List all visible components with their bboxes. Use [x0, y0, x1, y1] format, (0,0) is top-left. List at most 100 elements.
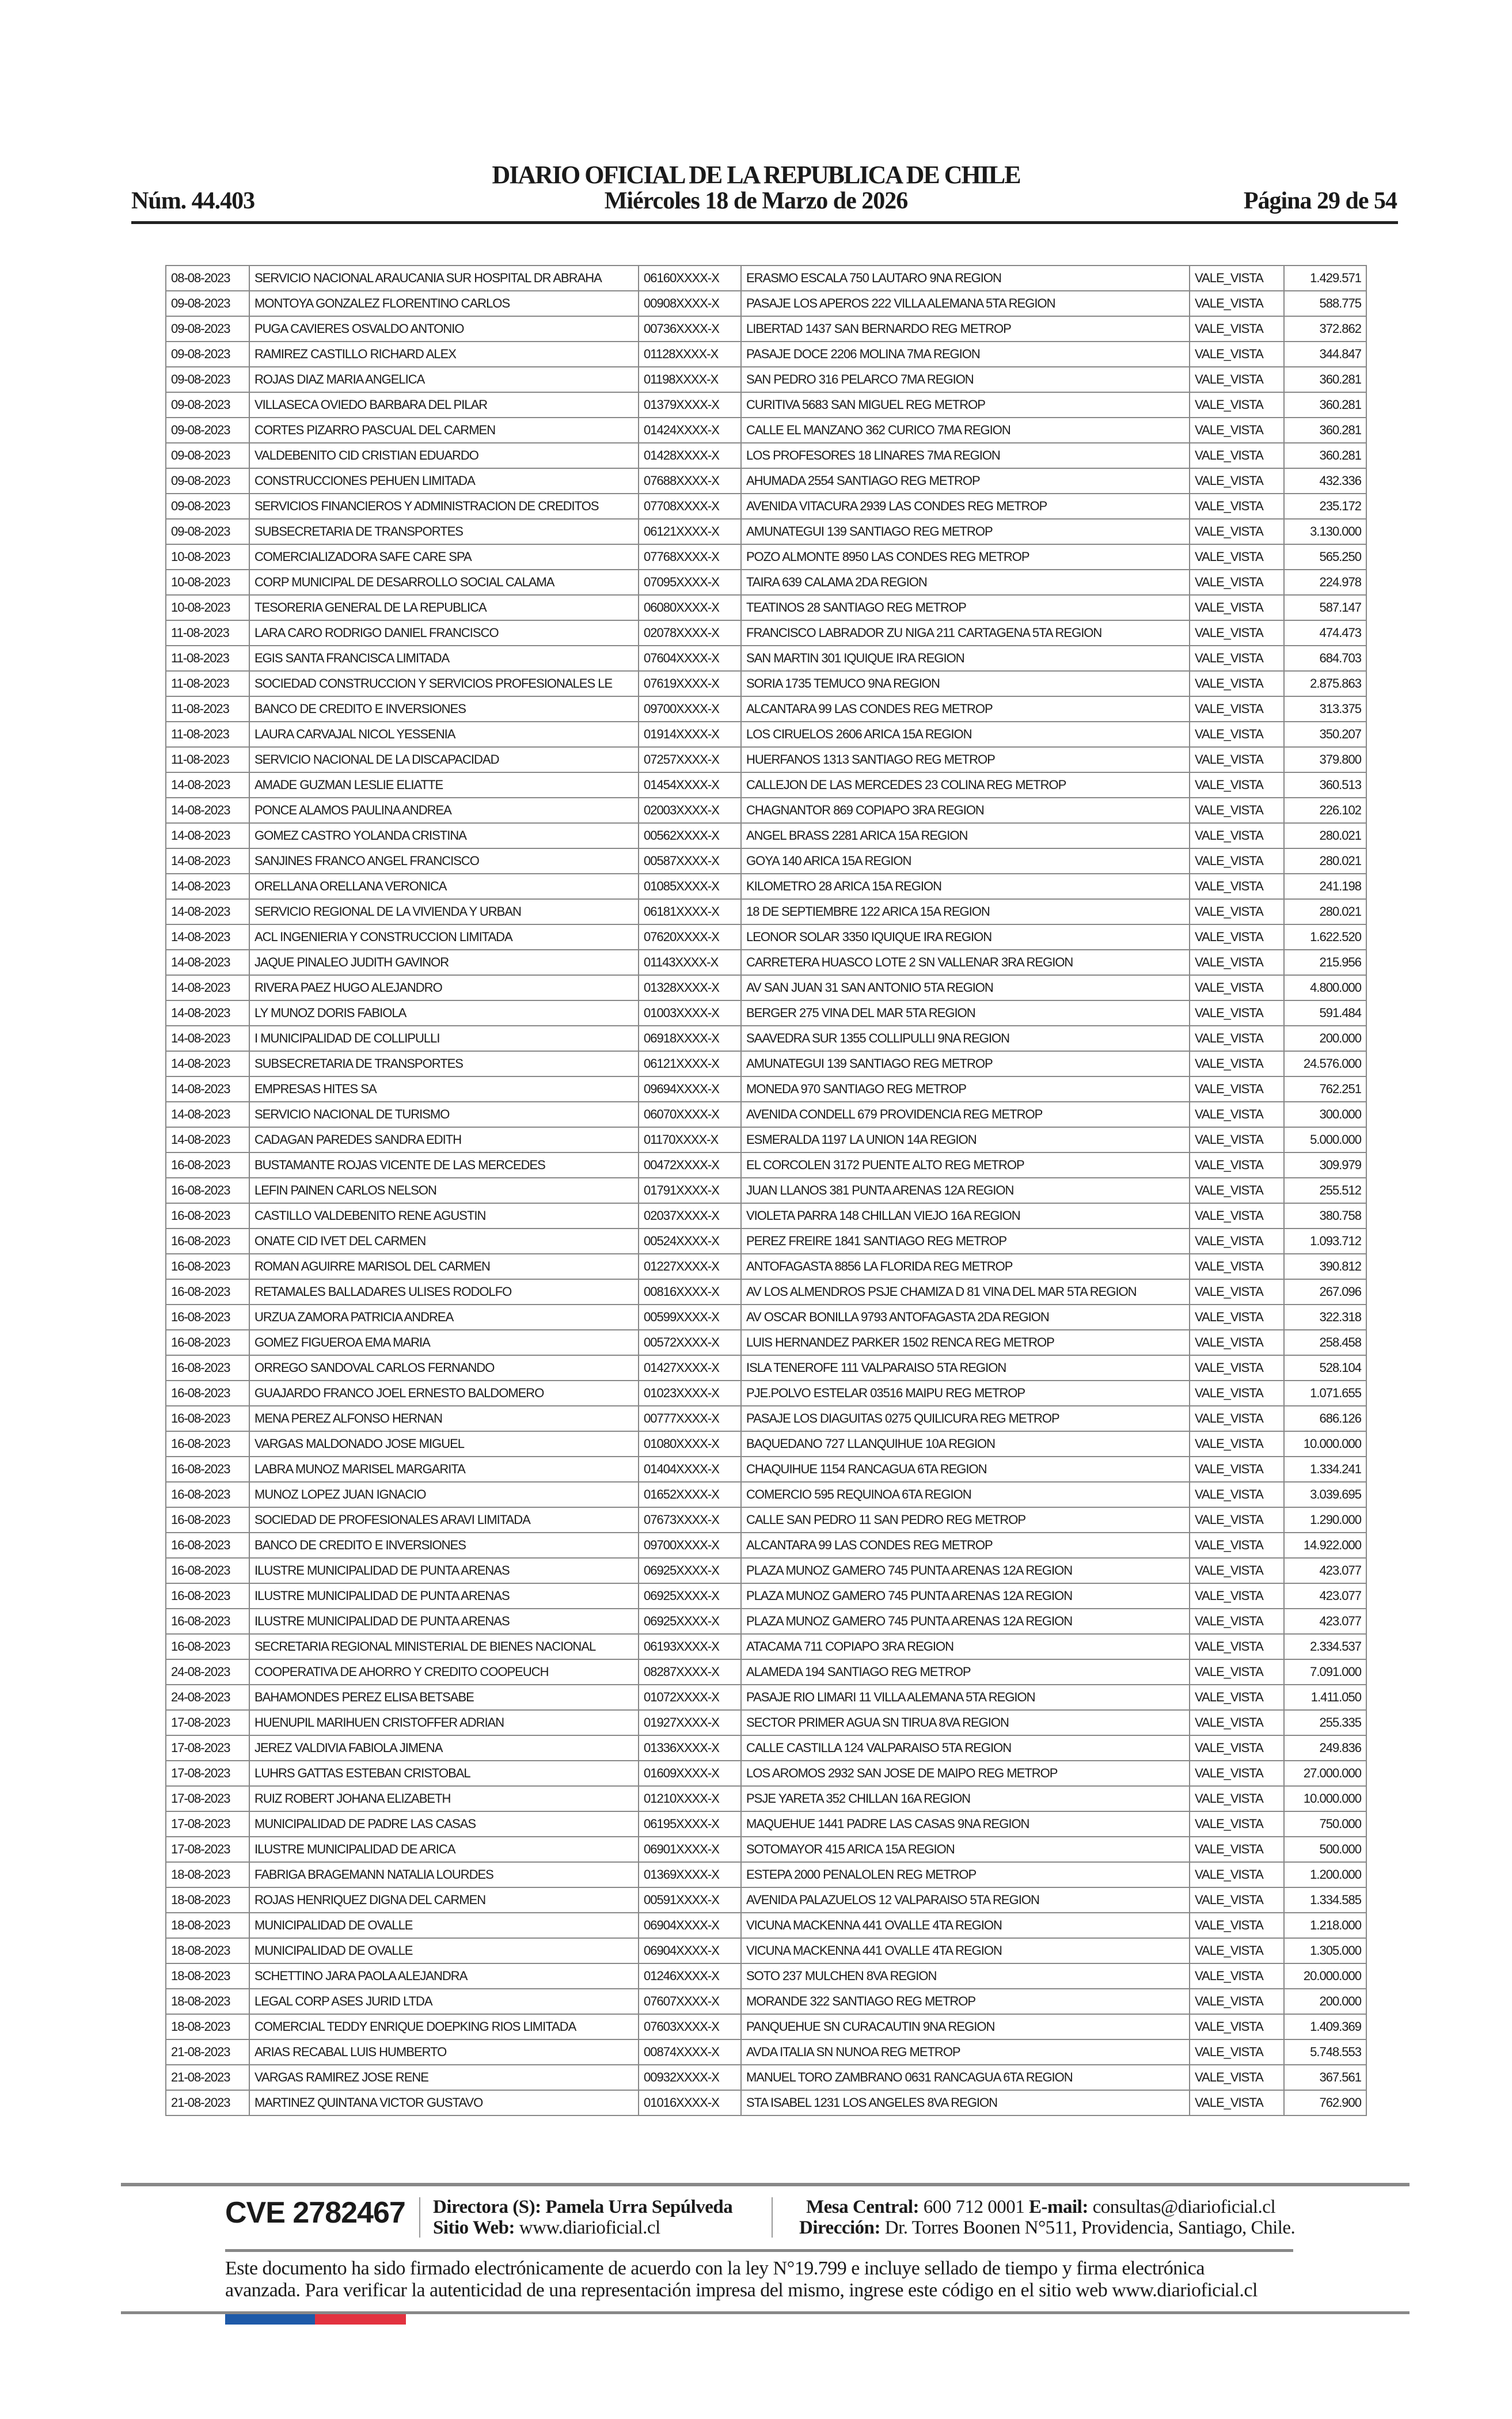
- name-cell: ILUSTRE MUNICIPALIDAD DE PUNTA ARENAS: [249, 1583, 639, 1609]
- amount-cell: 344.847: [1283, 341, 1367, 367]
- amount-cell: 313.375: [1283, 696, 1367, 722]
- rut-cell: 00587XXXX-X: [638, 848, 742, 874]
- table-row: 14-08-2023 ACL INGENIERIA Y CONSTRUCCION …: [165, 924, 1367, 950]
- table-row: 14-08-2023 SERVICIO REGIONAL DE LA VIVIEN…: [165, 898, 1367, 925]
- payment-type-cell: VALE_VISTA: [1189, 1355, 1285, 1381]
- date-cell: 14-08-2023: [165, 797, 250, 824]
- table-row: 17-08-2023 RUIZ ROBERT JOHANA ELIZABETH 01…: [165, 1785, 1367, 1812]
- name-cell: LEFIN PAINEN CARLOS NELSON: [249, 1177, 639, 1204]
- page-number: Página 29 de 54: [1243, 188, 1397, 214]
- payment-type-cell: VALE_VISTA: [1189, 341, 1285, 367]
- name-cell: I MUNICIPALIDAD DE COLLIPULLI: [249, 1025, 639, 1052]
- payment-type-cell: VALE_VISTA: [1189, 924, 1285, 950]
- address-cell: ANTOFAGASTA 8856 LA FLORIDA REG METROP: [740, 1253, 1190, 1280]
- date-cell: 16-08-2023: [165, 1228, 250, 1254]
- payment-type-cell: VALE_VISTA: [1189, 1532, 1285, 1559]
- amount-cell: 350.207: [1283, 721, 1367, 748]
- rut-cell: 01085XXXX-X: [638, 873, 742, 900]
- date-cell: 16-08-2023: [165, 1304, 250, 1330]
- rut-cell: 01328XXXX-X: [638, 975, 742, 1001]
- amount-cell: 500.000: [1283, 1836, 1367, 1863]
- payment-type-cell: VALE_VISTA: [1189, 620, 1285, 646]
- amount-cell: 215.956: [1283, 949, 1367, 976]
- amount-cell: 1.411.050: [1283, 1684, 1367, 1711]
- table-row: 16-08-2023 GOMEZ FIGUEROA EMA MARIA 00572X…: [165, 1329, 1367, 1356]
- date-cell: 09-08-2023: [165, 493, 250, 520]
- address-cell: PLAZA MUNOZ GAMERO 745 PUNTA ARENAS 12A …: [740, 1608, 1190, 1635]
- payment-type-cell: VALE_VISTA: [1189, 1329, 1285, 1356]
- rut-cell: 01791XXXX-X: [638, 1177, 742, 1204]
- address-cell: AV OSCAR BONILLA 9793 ANTOFAGASTA 2DA RE…: [740, 1304, 1190, 1330]
- payment-type-cell: VALE_VISTA: [1189, 1811, 1285, 1837]
- name-cell: ILUSTRE MUNICIPALIDAD DE PUNTA ARENAS: [249, 1557, 639, 1584]
- name-cell: SERVICIO NACIONAL DE LA DISCAPACIDAD: [249, 746, 639, 773]
- name-cell: ROJAS DIAZ MARIA ANGELICA: [249, 366, 639, 393]
- payment-type-cell: VALE_VISTA: [1189, 772, 1285, 798]
- date-cell: 16-08-2023: [165, 1507, 250, 1533]
- table-row: 11-08-2023 SERVICIO NACIONAL DE LA DISCAP…: [165, 746, 1367, 773]
- date-cell: 16-08-2023: [165, 1456, 250, 1483]
- name-cell: MONTOYA GONZALEZ FLORENTINO CARLOS: [249, 290, 639, 317]
- amount-cell: 249.836: [1283, 1735, 1367, 1761]
- address-cell: LOS AROMOS 2932 SAN JOSE DE MAIPO REG ME…: [740, 1760, 1190, 1787]
- amount-cell: 24.576.000: [1283, 1051, 1367, 1077]
- table-row: 14-08-2023 PONCE ALAMOS PAULINA ANDREA 020…: [165, 797, 1367, 824]
- table-row: 21-08-2023 ARIAS RECABAL LUIS HUMBERTO 008…: [165, 2039, 1367, 2065]
- address-cell: AV LOS ALMENDROS PSJE CHAMIZA D 81 VINA …: [740, 1279, 1190, 1305]
- table-row: 17-08-2023 ILUSTRE MUNICIPALIDAD DE ARICA…: [165, 1836, 1367, 1863]
- address-cell: SAN PEDRO 316 PELARCO 7MA REGION: [740, 366, 1190, 393]
- amount-cell: 3.130.000: [1283, 518, 1367, 545]
- name-cell: GUAJARDO FRANCO JOEL ERNESTO BALDOMERO: [249, 1380, 639, 1406]
- date-cell: 17-08-2023: [165, 1735, 250, 1761]
- rut-cell: 01652XXXX-X: [638, 1481, 742, 1508]
- amount-cell: 309.979: [1283, 1152, 1367, 1178]
- table-row: 09-08-2023 VALDEBENITO CID CRISTIAN EDUAR…: [165, 442, 1367, 469]
- payment-type-cell: VALE_VISTA: [1189, 746, 1285, 773]
- amount-cell: 1.305.000: [1283, 1938, 1367, 1964]
- payment-type-cell: VALE_VISTA: [1189, 2039, 1285, 2065]
- name-cell: LABRA MUNOZ MARISEL MARGARITA: [249, 1456, 639, 1483]
- address-cell: STA ISABEL 1231 LOS ANGELES 8VA REGION: [740, 2090, 1190, 2116]
- amount-cell: 322.318: [1283, 1304, 1367, 1330]
- rut-cell: 00736XXXX-X: [638, 316, 742, 342]
- email-link[interactable]: consultas@diarioficial.cl: [1092, 2197, 1276, 2217]
- table-row: 16-08-2023 LABRA MUNOZ MARISEL MARGARITA 0…: [165, 1456, 1367, 1483]
- payment-type-cell: VALE_VISTA: [1189, 1507, 1285, 1533]
- date-cell: 24-08-2023: [165, 1684, 250, 1711]
- address-cell: LEONOR SOLAR 3350 IQUIQUE IRA REGION: [740, 924, 1190, 950]
- date-cell: 14-08-2023: [165, 1051, 250, 1077]
- rut-cell: 07673XXXX-X: [638, 1507, 742, 1533]
- address-cell: GOYA 140 ARICA 15A REGION: [740, 848, 1190, 874]
- date-cell: 16-08-2023: [165, 1557, 250, 1584]
- address-cell: BERGER 275 VINA DEL MAR 5TA REGION: [740, 1000, 1190, 1026]
- website-link[interactable]: www.diarioficial.cl: [519, 2217, 660, 2238]
- table-row: 24-08-2023 BAHAMONDES PEREZ ELISA BETSABE…: [165, 1684, 1367, 1711]
- date-cell: 16-08-2023: [165, 1405, 250, 1432]
- rut-cell: 01170XXXX-X: [638, 1127, 742, 1153]
- rut-cell: 06904XXXX-X: [638, 1938, 742, 1964]
- address-cell: CALLE SAN PEDRO 11 SAN PEDRO REG METROP: [740, 1507, 1190, 1533]
- address-cell: AVENIDA VITACURA 2939 LAS CONDES REG MET…: [740, 493, 1190, 520]
- payment-type-cell: VALE_VISTA: [1189, 949, 1285, 976]
- amount-cell: 684.703: [1283, 645, 1367, 672]
- table-row: 09-08-2023 CORTES PIZARRO PASCUAL DEL CAR…: [165, 417, 1367, 443]
- date-cell: 09-08-2023: [165, 341, 250, 367]
- payment-type-cell: VALE_VISTA: [1189, 1127, 1285, 1153]
- payment-type-cell: VALE_VISTA: [1189, 316, 1285, 342]
- payment-type-cell: VALE_VISTA: [1189, 1938, 1285, 1964]
- payment-type-cell: VALE_VISTA: [1189, 1912, 1285, 1939]
- rut-cell: 00932XXXX-X: [638, 2064, 742, 2091]
- address-cell: SECTOR PRIMER AGUA SN TIRUA 8VA REGION: [740, 1709, 1190, 1736]
- payment-type-cell: VALE_VISTA: [1189, 1076, 1285, 1102]
- payment-type-cell: VALE_VISTA: [1189, 1709, 1285, 1736]
- rut-cell: 09694XXXX-X: [638, 1076, 742, 1102]
- payment-type-cell: VALE_VISTA: [1189, 1861, 1285, 1888]
- cve-code: CVE 2782467: [225, 2196, 406, 2230]
- name-cell: CADAGAN PAREDES SANDRA EDITH: [249, 1127, 639, 1153]
- director-name: Pamela Urra Sepúlveda: [545, 2197, 733, 2217]
- amount-cell: 224.978: [1283, 569, 1367, 596]
- amount-cell: 528.104: [1283, 1355, 1367, 1381]
- amount-cell: 200.000: [1283, 1025, 1367, 1052]
- address-cell: VICUNA MACKENNA 441 OVALLE 4TA REGION: [740, 1938, 1190, 1964]
- rut-cell: 09700XXXX-X: [638, 696, 742, 722]
